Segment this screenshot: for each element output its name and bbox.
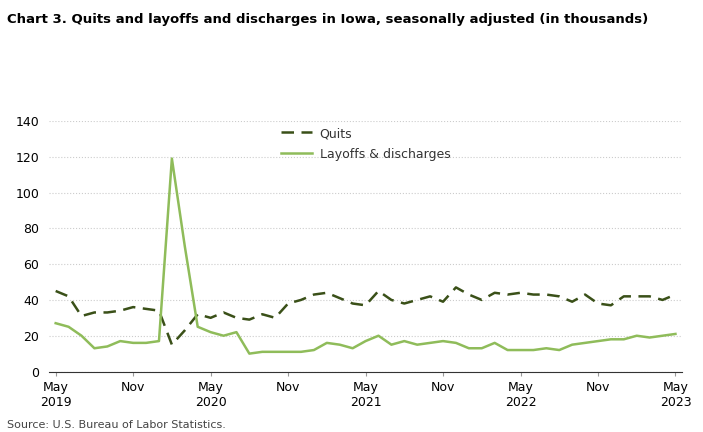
Text: Chart 3. Quits and layoffs and discharges in Iowa, seasonally adjusted (in thous: Chart 3. Quits and layoffs and discharge… [7,13,648,26]
Legend: Quits, Layoffs & discharges: Quits, Layoffs & discharges [280,127,451,161]
Text: Source: U.S. Bureau of Labor Statistics.: Source: U.S. Bureau of Labor Statistics. [7,420,226,430]
